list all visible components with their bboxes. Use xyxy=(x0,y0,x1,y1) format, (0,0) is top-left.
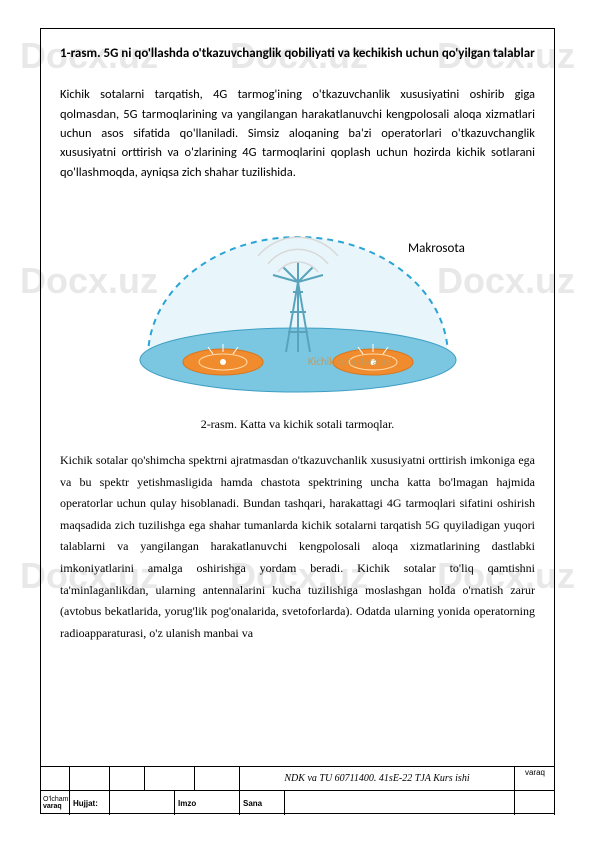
doc-cell xyxy=(110,791,175,815)
body-paragraph: Kichik sotalar qo'shimcha spektrni ajrat… xyxy=(60,450,535,644)
cell-network-diagram-svg: Makrosota Kichik sota darajasi xyxy=(108,192,488,402)
page-label-cell: varaq xyxy=(515,767,555,790)
page-num-cell xyxy=(515,791,555,815)
kichik-sota-label: Kichik sota darajasi xyxy=(308,355,393,368)
title-block-row-1: NDK va TU 60711400. 41sE-22 TJA Kurs ish… xyxy=(40,767,555,791)
sheet-cell: Hujjat: xyxy=(70,791,110,815)
content-area: 1-rasm. 5G ni qo'llashda o'tkazuvchangli… xyxy=(60,45,535,752)
imzo-label: Imzo xyxy=(178,799,196,808)
empty-cell xyxy=(285,791,515,815)
scale-cell: O'lchami varaq xyxy=(40,791,70,815)
sana-label: Sana xyxy=(243,799,262,808)
intro-paragraph: Kichik sotalarni tarqatish, 4G tarmog'in… xyxy=(60,85,535,182)
title-block-row-2: O'lchami varaq Hujjat: Imzo Sana xyxy=(40,791,555,815)
sign-cell: Imzo xyxy=(175,791,240,815)
makrosota-label: Makrosota xyxy=(408,241,465,256)
hujjat-label: Hujjat: xyxy=(73,799,98,808)
figure-2-caption: 2-rasm. Katta va kichik sotali tarmoqlar… xyxy=(60,417,535,432)
document-title: NDK va TU 60711400. 41sE-22 TJA Kurs ish… xyxy=(240,767,515,790)
date-cell: Sana xyxy=(240,791,285,815)
page-label: varaq xyxy=(515,767,555,779)
diagram-5g-cells: Makrosota Kichik sota darajasi xyxy=(60,192,535,407)
figure-1-heading: 1-rasm. 5G ni qo'llashda o'tkazuvchangli… xyxy=(60,45,535,63)
title-block: NDK va TU 60711400. 41sE-22 TJA Kurs ish… xyxy=(40,766,555,814)
